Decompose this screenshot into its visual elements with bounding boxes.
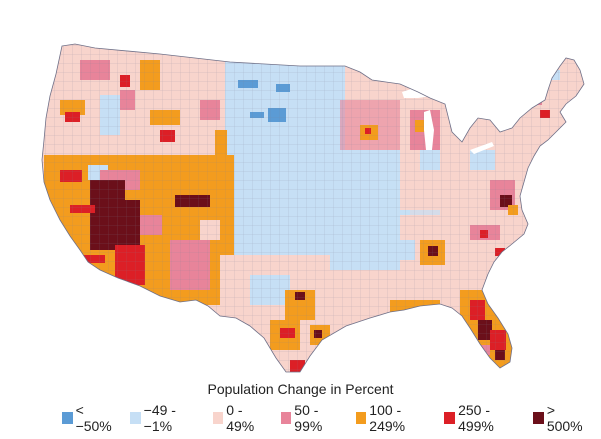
legend-item: > 500% [533, 402, 589, 434]
lake-huron [458, 112, 470, 132]
legend-label: 50 - 99% [294, 402, 323, 434]
us-outline [41, 43, 585, 373]
legend-item: < −50% [62, 402, 118, 434]
legend: < −50% −49 - −1% 0 - 49% 50 - 99% 100 - … [62, 402, 601, 434]
lake-michigan [424, 110, 434, 150]
legend-label: 250 - 499% [458, 402, 494, 434]
legend-label: 100 - 249% [369, 402, 406, 434]
legend-swatch-icon [280, 412, 292, 424]
legend-swatch-icon [444, 412, 456, 424]
legend-swatch-icon [130, 412, 141, 424]
legend-label: > 500% [546, 402, 583, 434]
lake-erie [470, 142, 494, 154]
legend-item: 250 - 499% [444, 402, 521, 434]
county-borders [42, 44, 584, 372]
legend-swatch-icon [212, 412, 224, 424]
legend-item: 0 - 49% [212, 402, 269, 434]
legend-label: 0 - 49% [226, 402, 255, 434]
us-county-map [41, 43, 585, 373]
legend-item: −49 - −1% [130, 402, 201, 434]
legend-label: −49 - −1% [143, 402, 176, 434]
legend-item: 50 - 99% [280, 402, 344, 434]
legend-swatch-icon [355, 412, 367, 424]
legend-swatch-icon [533, 412, 544, 424]
legend-title: Population Change in Percent [207, 381, 394, 397]
choropleth-map [41, 43, 585, 373]
legend-label: < −50% [75, 402, 112, 434]
legend-swatch-icon [62, 412, 73, 424]
legend-item: 100 - 249% [355, 402, 433, 434]
